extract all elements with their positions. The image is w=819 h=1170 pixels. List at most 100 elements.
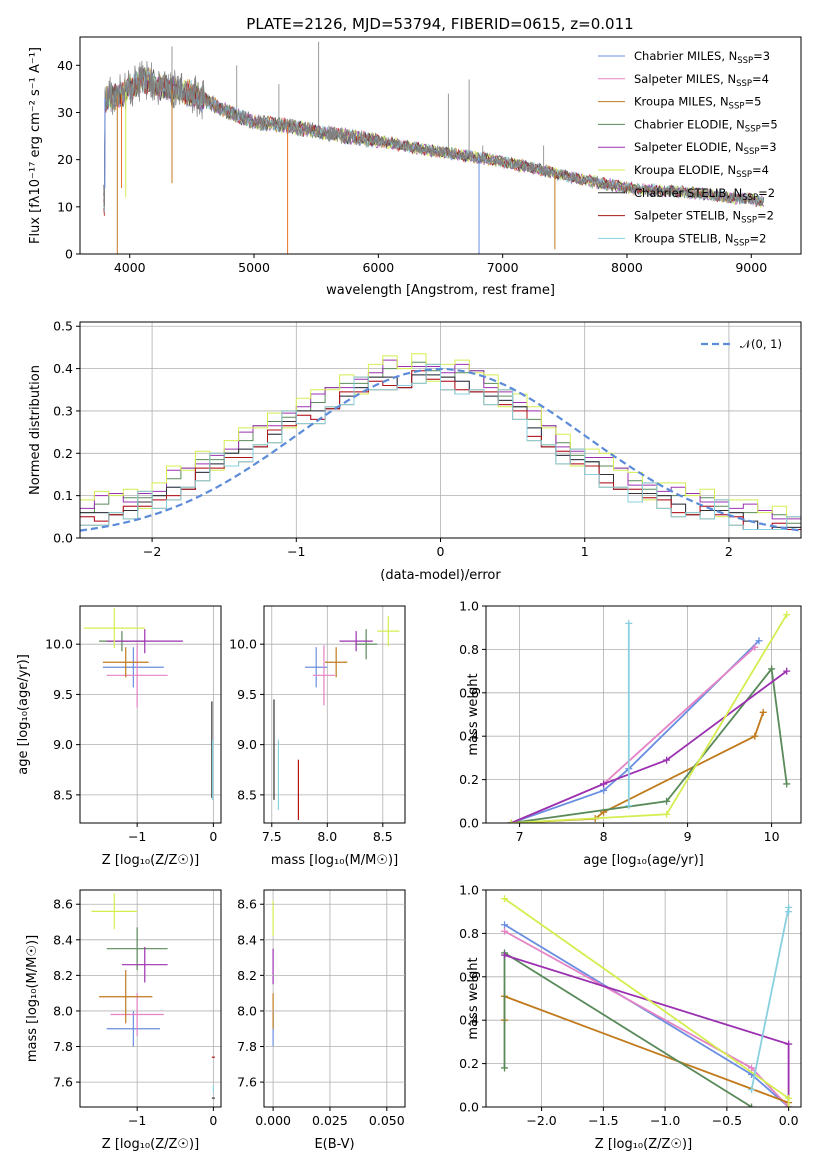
- plus-marker: [600, 786, 608, 794]
- grid-age_vs_mass: [264, 606, 405, 823]
- x-tick-label: 7: [516, 829, 524, 844]
- y-tick-label: 10.0: [45, 637, 73, 652]
- x-tick-label: 7.5: [262, 829, 282, 844]
- plus-marker: [783, 780, 791, 788]
- plus-marker: [785, 1094, 793, 1102]
- y-tick-label: 0.2: [459, 1056, 479, 1071]
- mass-weight-series-line: [510, 670, 788, 823]
- errorbar-point: [121, 946, 168, 983]
- x-tick-label: 0.000: [255, 1113, 291, 1128]
- y-tick-label: 8.0: [237, 1003, 257, 1018]
- x-tick-label: 8.5: [373, 829, 393, 844]
- plus-marker: [768, 665, 776, 673]
- x-tick-label: 0.050: [369, 1113, 405, 1128]
- errorbar-point: [377, 616, 400, 647]
- x-tick-label: 6000: [362, 260, 394, 275]
- axes-frame: [79, 605, 222, 824]
- plus-marker: [748, 1103, 756, 1107]
- plot-area-age_vs_Z: [83, 608, 214, 800]
- x-tick-label: 4000: [114, 260, 146, 275]
- y-tick-label: 1.0: [459, 599, 479, 614]
- x-tick-label: 9: [684, 829, 692, 844]
- x-tick-label: 0: [437, 544, 445, 559]
- mass-weight-series-line: [503, 897, 790, 1107]
- plus-marker: [501, 927, 509, 935]
- panel-age_vs_Z: −1 0 8.5 9.0 9.5 10.0 Z [log₁₀(Z/Z☉)] age [log₁…: [16, 605, 222, 868]
- axes-frame: [263, 889, 406, 1108]
- y-tick-label: 0.2: [459, 772, 479, 787]
- y-tick-label: 9.0: [53, 737, 73, 752]
- axes-frame: [79, 889, 222, 1108]
- legend-entry: Salpeter ELODIE, NSSP=3: [634, 140, 777, 157]
- plus-marker: [751, 732, 759, 740]
- y-tick-label: 20: [57, 152, 73, 167]
- figure-title: PLATE=2126, MJD=53794, FIBERID=0615, z=0…: [246, 15, 633, 33]
- x-tick-label: 9000: [735, 260, 767, 275]
- x-tick-label: 0: [209, 829, 217, 844]
- y-tick-label: 0.2: [53, 446, 73, 461]
- y-tick-label: 8.0: [53, 1003, 73, 1018]
- legend-entry: Chabrier MILES, NSSP=3: [634, 49, 770, 66]
- panel-weight_vs_Z: −2.0 −1.5 −1.0 −0.5 0.0 0.0 0.2 0.4 0.6 0.8 1.0 Z […: [459, 883, 802, 1152]
- plot-area-age_vs_mass: [273, 616, 400, 820]
- plus-marker: [501, 921, 509, 929]
- plus-marker: [748, 1064, 756, 1072]
- panel-spectrum: 4000 5000 6000 7000 8000 9000 0 10 20 30 40 wavelen…: [28, 36, 802, 298]
- plus-marker: [785, 1103, 793, 1107]
- legend-entry: Kroupa MILES, NSSP=5: [634, 95, 761, 112]
- y-tick-label: 30: [57, 105, 73, 120]
- x-axis-label: age [log₁₀(age/yr)]: [583, 853, 704, 868]
- errorbar-point: [339, 631, 373, 652]
- x-axis-label: wavelength [Angstrom, rest frame]: [326, 283, 555, 298]
- y-axis-label: mass weight: [466, 957, 481, 1039]
- x-tick-label: −1: [128, 829, 146, 844]
- mass-weight-series-line: [511, 614, 788, 823]
- errorbar-point: [99, 970, 153, 1024]
- mass-weight-series-line: [504, 954, 790, 1107]
- errorbar-point: [83, 608, 145, 649]
- mass-weight-series-line: [750, 907, 790, 1090]
- legend-entry: Kroupa STELIB, NSSP=2: [634, 231, 766, 248]
- x-tick-label: −2: [143, 544, 161, 559]
- y-tick-label: 8.5: [237, 787, 257, 802]
- y-tick-label: 8.4: [237, 932, 257, 947]
- plot-area-residuals: [80, 353, 801, 532]
- errorbar-point: [102, 647, 149, 678]
- y-tick-label: 7.6: [237, 1075, 257, 1090]
- plus-marker: [748, 1086, 756, 1094]
- mass-weight-series-line: [503, 995, 789, 1104]
- plus-marker: [785, 908, 793, 916]
- plus-marker: [507, 819, 515, 823]
- plus-marker: [625, 802, 633, 810]
- grid-residuals: [80, 322, 801, 539]
- legend-entry: Salpeter MILES, NSSP=4: [634, 72, 769, 89]
- y-axis-label: Flux [fλ10⁻¹⁷ erg cm⁻² s⁻¹ A⁻¹]: [28, 47, 43, 244]
- x-axis-label: Z [log₁₀(Z/Z☉)]: [595, 1137, 692, 1152]
- plus-marker: [501, 895, 509, 903]
- y-tick-label: 8.2: [53, 968, 73, 983]
- errorbar-point: [355, 629, 378, 660]
- y-tick-label: 7.6: [53, 1075, 73, 1090]
- panel-mass_vs_Z: −1 0 7.6 7.8 8.0 8.2 8.4 8.6 Z [log₁₀(Z/Z☉)] mass…: [25, 889, 222, 1152]
- y-tick-label: 8.6: [237, 897, 257, 912]
- plus-marker: [751, 643, 759, 651]
- y-tick-label: 0.0: [459, 816, 479, 831]
- y-tick-label: 8.5: [53, 787, 73, 802]
- x-tick-label: 10: [764, 829, 780, 844]
- x-axis-label: E(B-V): [314, 1137, 354, 1152]
- x-axis-label: Z [log₁₀(Z/Z☉)]: [102, 1137, 199, 1152]
- plot-area-spectrum: [103, 41, 765, 254]
- mass-weight-series-line: [511, 666, 788, 823]
- panel-weight_vs_age: 7 8 9 10 0.0 0.2 0.4 0.6 0.8 1.0 age [log₁₀(age/yr…: [459, 599, 802, 868]
- axes-frame: [263, 605, 406, 824]
- axes-frame: [79, 321, 802, 539]
- y-tick-label: 0.0: [53, 531, 73, 546]
- errorbar-point: [106, 927, 168, 971]
- x-tick-label: 5000: [238, 260, 270, 275]
- x-tick-label: −1: [287, 544, 305, 559]
- y-tick-label: 9.0: [237, 737, 257, 752]
- plus-marker: [785, 1040, 793, 1048]
- y-tick-label: 0.4: [459, 1013, 479, 1028]
- x-tick-label: 8: [600, 829, 608, 844]
